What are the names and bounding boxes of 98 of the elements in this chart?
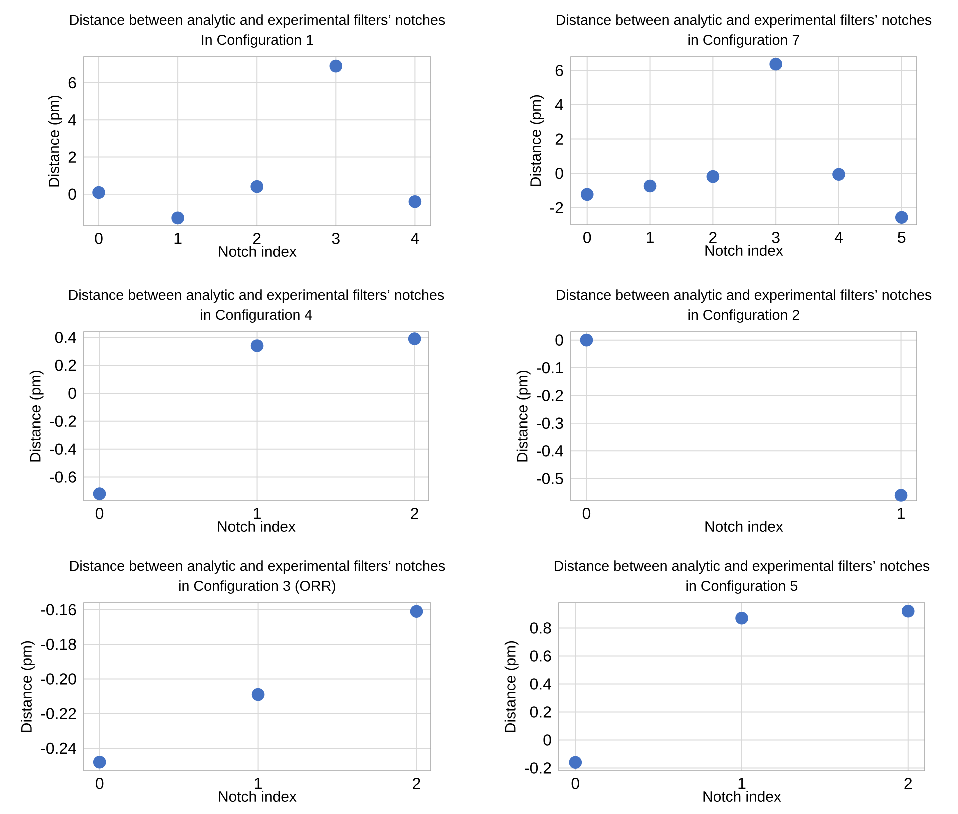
x-tick-label: 0 <box>584 232 592 244</box>
point <box>410 605 424 618</box>
y-tick-label: -0.4 <box>537 446 564 457</box>
x-axis-title: Notch index <box>218 521 296 532</box>
chart-title: Distance between analytic and experimental filters’ notches <box>556 290 932 304</box>
x-tick-label: 3 <box>772 232 780 244</box>
x-tick-label: 1 <box>647 232 654 244</box>
y-tick-label: -2 <box>550 202 564 214</box>
y-tick-label: 4 <box>68 114 76 126</box>
x-axis-title: Notch index <box>219 791 297 802</box>
y-tick-label: -0.2 <box>525 762 552 774</box>
x-tick-label: 1 <box>174 233 182 244</box>
y-tick-label: -0.3 <box>537 418 564 430</box>
y-tick-label: 0 <box>68 388 76 400</box>
point <box>770 58 782 71</box>
point <box>580 188 594 202</box>
point <box>93 756 106 769</box>
chart-subtitle: in Configuration 2 <box>688 310 800 323</box>
y-tick-label: 2 <box>556 134 564 145</box>
point <box>250 340 264 352</box>
y-tick-label: -0.18 <box>41 638 76 650</box>
point <box>569 756 582 770</box>
y-axis-title: Distance (pm) <box>504 641 519 732</box>
y-axis-title: Distance (pm) <box>48 96 62 187</box>
x-tick-label: 2 <box>253 233 261 244</box>
point <box>896 211 908 224</box>
point <box>408 332 422 346</box>
chart-title: Distance between analytic and experimental filters’ notches <box>69 290 444 304</box>
y-tick-label: 0 <box>68 188 76 200</box>
chart-title: Distance between analytic and experimental filters’ notches <box>70 560 446 574</box>
point <box>832 168 846 182</box>
y-tick-label: 4 <box>555 100 564 110</box>
y-axis-title: Distance (pm) <box>30 370 44 462</box>
y-tick-label: -0.16 <box>41 604 76 616</box>
y-tick-label: 0.2 <box>55 360 76 372</box>
x-tick-label: 2 <box>904 778 912 790</box>
y-tick-label: 0.8 <box>530 622 552 634</box>
x-tick-label: 1 <box>898 508 905 520</box>
y-tick-label: -0.6 <box>50 472 76 483</box>
y-tick-label: -0.1 <box>537 362 564 374</box>
y-axis-title: Distance (pm) <box>530 95 544 186</box>
y-tick-label: -0.2 <box>537 390 564 402</box>
chart-subtitle: in Configuration 4 <box>201 310 312 323</box>
x-axis-title: Notch index <box>219 246 297 258</box>
chart-subtitle: in Configuration 7 <box>688 34 800 48</box>
y-tick-label: -0.2 <box>50 416 76 428</box>
y-tick-label: 6 <box>68 77 76 89</box>
y-tick-label: -0.20 <box>41 674 76 685</box>
y-tick-label: -0.4 <box>50 444 76 455</box>
y-tick-label: 0.2 <box>530 706 552 718</box>
y-tick-label: 2 <box>68 152 76 163</box>
point <box>172 212 184 225</box>
y-tick-label: -0.24 <box>41 742 76 754</box>
x-tick-label: 3 <box>332 233 340 244</box>
point <box>252 688 265 702</box>
x-tick-label: 0 <box>572 778 580 790</box>
chart-title: Distance between analytic and experimental filters’ notches <box>70 14 446 28</box>
x-tick-label: 2 <box>710 232 717 244</box>
point <box>250 180 264 194</box>
x-tick-label: 5 <box>898 232 906 244</box>
point <box>902 605 915 618</box>
point <box>644 180 657 193</box>
y-tick-label: 0 <box>556 168 564 180</box>
point <box>92 186 106 200</box>
y-tick-label: 0.4 <box>530 678 552 690</box>
x-tick-label: 1 <box>255 778 262 790</box>
point <box>736 612 748 625</box>
y-tick-label: 0.6 <box>530 650 552 662</box>
x-tick-label: 2 <box>411 508 418 520</box>
chart-title: Distance between analytic and experimental filters’ notches <box>556 14 932 28</box>
x-tick-label: 0 <box>95 233 103 244</box>
y-tick-label: 0 <box>544 734 552 746</box>
point <box>330 60 343 73</box>
x-axis-title: Notch index <box>704 791 782 802</box>
x-tick-label: 1 <box>738 778 746 790</box>
chart-subtitle: In Configuration 1 <box>202 34 314 48</box>
x-tick-label: 1 <box>254 508 261 520</box>
x-axis-title: Notch index <box>706 521 784 532</box>
y-tick-label: -0.5 <box>537 473 564 484</box>
y-axis-title: Distance (pm) <box>21 641 35 732</box>
x-tick-label: 0 <box>96 508 104 520</box>
point <box>408 195 422 208</box>
y-tick-label: -0.22 <box>41 708 76 720</box>
x-tick-label: 4 <box>834 232 843 244</box>
y-tick-label: 0 <box>556 334 564 346</box>
y-tick-label: 6 <box>556 65 564 76</box>
point <box>706 170 720 184</box>
chart-subtitle: in Configuration 3 (ORR) <box>180 580 336 594</box>
x-tick-label: 0 <box>96 778 104 790</box>
chart-subtitle: in Configuration 5 <box>686 580 798 594</box>
y-tick-label: 0.4 <box>55 332 76 344</box>
x-tick-label: 2 <box>413 778 420 790</box>
chart-title: Distance between analytic and experimental filters’ notches <box>554 560 930 574</box>
x-axis-title: Notch index <box>706 245 784 256</box>
y-axis-title: Distance (pm) <box>516 370 531 462</box>
x-tick-label: 0 <box>582 508 591 520</box>
x-tick-label: 4 <box>411 233 420 244</box>
point <box>93 488 106 500</box>
